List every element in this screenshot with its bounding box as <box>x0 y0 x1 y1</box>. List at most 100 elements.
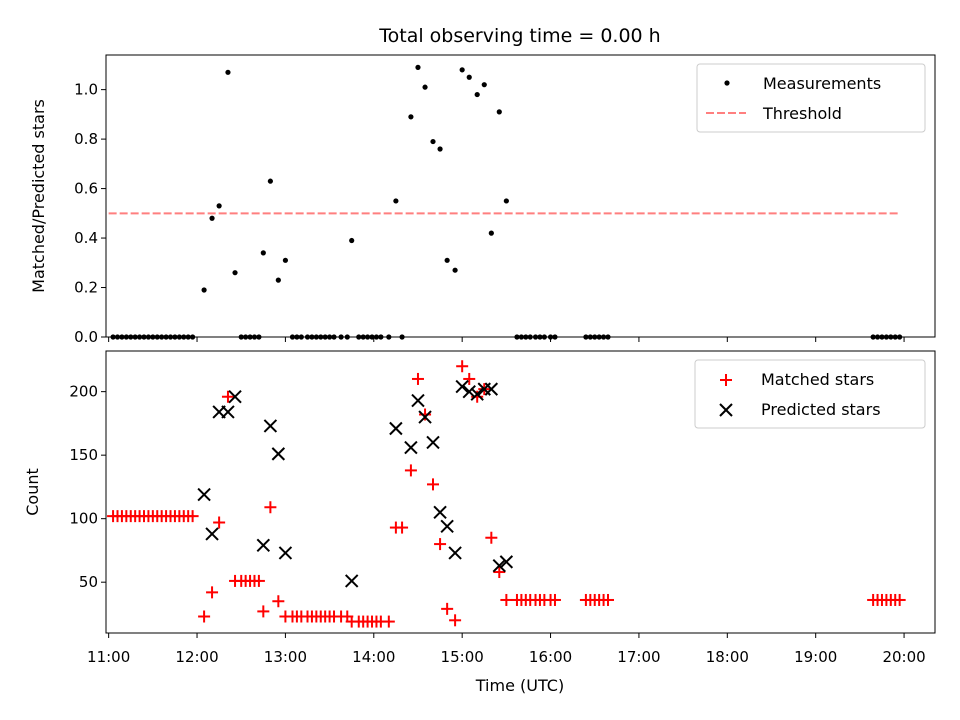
chart-title: Total observing time = 0.00 h <box>378 25 660 47</box>
measurement-point <box>466 74 472 80</box>
measurement-point <box>488 230 494 236</box>
x-tick-label: 16:00 <box>529 648 572 666</box>
matched-point <box>548 593 561 606</box>
top-x-ticks <box>108 337 905 342</box>
predicted-point <box>448 546 462 560</box>
x-tick-label: 11:00 <box>87 648 130 666</box>
predicted-point <box>197 487 211 502</box>
matched-point <box>382 615 395 628</box>
y-tick-label: 0.6 <box>74 180 98 198</box>
predicted-point <box>462 384 476 399</box>
matched-point <box>601 593 614 606</box>
legend-matched-marker <box>720 374 732 386</box>
bottom-legend-box <box>694 359 926 429</box>
legend-predicted-marker <box>719 403 733 417</box>
matched-point <box>500 593 513 606</box>
matched-point <box>411 372 424 385</box>
matched-point <box>485 531 498 544</box>
predicted-point <box>271 447 286 461</box>
measurement-point <box>415 64 421 70</box>
measurement-point <box>282 257 289 263</box>
y-tick-label: 50 <box>79 573 98 591</box>
measurement-point <box>444 257 450 263</box>
measurement-point <box>437 146 443 152</box>
bottom-y-axis-label: Count <box>23 468 42 516</box>
measurement-point <box>225 69 231 75</box>
x-tick-label: 19:00 <box>794 648 837 666</box>
y-tick-label: 1.0 <box>74 81 98 99</box>
measurement-point <box>408 114 414 120</box>
bottom-legend: Matched stars Predicted stars <box>694 359 926 429</box>
predicted-point <box>492 558 506 573</box>
top-legend-box <box>696 63 926 133</box>
matched-point <box>252 574 265 587</box>
matched-point <box>893 593 906 606</box>
predicted-point <box>205 527 219 541</box>
matched-point <box>456 360 469 373</box>
matched-point <box>449 614 462 627</box>
legend-threshold-label: Threshold <box>762 104 842 123</box>
measurement-point <box>459 67 465 73</box>
measurement-point <box>503 198 509 204</box>
predicted-point <box>455 379 469 394</box>
matched-point <box>493 566 506 579</box>
predicted-point <box>263 419 278 433</box>
matched-point <box>198 610 211 623</box>
y-tick-label: 100 <box>69 510 98 528</box>
predicted-point <box>484 382 499 396</box>
measurement-point <box>275 277 281 283</box>
measurement-point <box>267 178 273 184</box>
x-tick-label: 17:00 <box>617 648 660 666</box>
measurement-point <box>209 215 215 221</box>
x-tick-label: 12:00 <box>175 648 218 666</box>
x-tick-label: 20:00 <box>882 648 925 666</box>
matched-point <box>272 595 285 608</box>
matched-point <box>419 408 432 421</box>
matched-point <box>427 478 440 491</box>
x-tick-label: 13:00 <box>264 648 307 666</box>
x-tick-label: 14:00 <box>352 648 395 666</box>
measurement-point <box>452 267 458 273</box>
y-tick-label: 0.4 <box>74 229 98 247</box>
matched-point <box>463 372 476 385</box>
bottom-axes-frame <box>105 350 936 634</box>
measurement-point <box>481 82 487 88</box>
matched-point <box>434 538 447 551</box>
measurement-point <box>232 270 238 276</box>
predicted-point <box>426 435 440 450</box>
legend-measurements-marker <box>724 80 730 86</box>
measurement-point <box>430 138 436 145</box>
matched-point <box>257 605 270 618</box>
predicted-point <box>499 555 514 569</box>
measurement-point <box>474 91 480 98</box>
y-tick-label: 0.0 <box>74 328 98 346</box>
x-tick-label: 18:00 <box>706 648 749 666</box>
matched-point <box>206 586 219 599</box>
y-tick-label: 200 <box>69 383 98 401</box>
predicted-point <box>389 421 403 436</box>
predicted-point <box>344 574 359 588</box>
measurement-point <box>201 287 207 293</box>
predicted-point <box>418 410 432 424</box>
y-tick-label: 0.8 <box>74 130 98 148</box>
predicted-point <box>256 538 271 553</box>
measurement-point <box>393 198 399 204</box>
matched-point <box>264 501 277 514</box>
matched-point <box>404 464 417 477</box>
predicted-point <box>411 393 425 408</box>
legend-measurements-label: Measurements <box>763 74 881 93</box>
measurement-point <box>422 84 428 90</box>
x-axis-label: Time (UTC) <box>475 676 564 695</box>
x-tick-label: 15:00 <box>441 648 484 666</box>
predicted-point <box>440 519 454 534</box>
measurement-point <box>496 109 502 115</box>
top-axes-frame <box>105 54 936 338</box>
bottom-x-ticks: 11:00 12:00 13:00 14:00 15:00 16:00 17:00 18:00… <box>87 633 926 666</box>
top-legend: Measurements Threshold <box>696 63 926 133</box>
matched-point <box>396 521 409 534</box>
legend-matched-label: Matched stars <box>761 370 874 389</box>
matched-point <box>441 602 454 615</box>
predicted-point <box>228 390 242 404</box>
predicted-point <box>404 440 418 455</box>
measurement-point <box>216 203 222 209</box>
